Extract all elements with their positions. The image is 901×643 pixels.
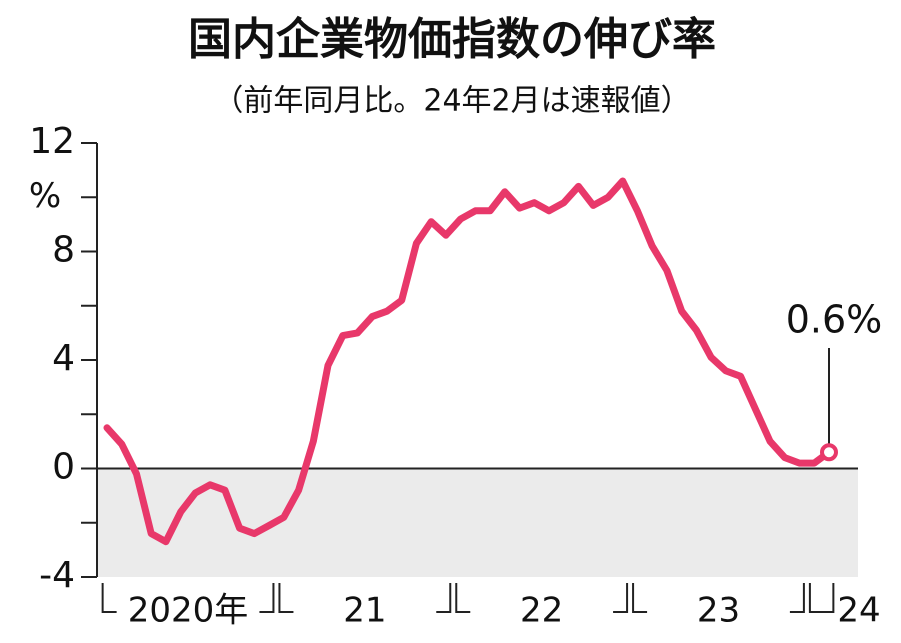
chart-subtitle: （前年同月比。24年2月は速報値） — [213, 84, 690, 119]
y-tick-label: 8 — [52, 230, 75, 271]
year-bracket — [808, 583, 835, 613]
data-line — [103, 177, 833, 546]
x-tick-label: 24 — [837, 591, 880, 631]
x-tick-label: 21 — [343, 591, 386, 631]
year-bracket — [101, 583, 275, 613]
x-tick-label: 22 — [520, 591, 563, 631]
chart-title: 国内企業物価指数の伸び率 — [188, 14, 716, 65]
year-bracket — [278, 583, 452, 613]
x-tick-label: 23 — [697, 591, 740, 631]
y-tick-label: 4 — [52, 338, 75, 379]
x-tick-label: 2020年 — [128, 591, 249, 631]
year-bracket — [455, 583, 629, 613]
year-bracket — [632, 583, 805, 613]
y-tick-label: 0 — [52, 447, 75, 488]
annotation: 0.6% — [786, 298, 883, 342]
y-tick-label: -4 — [39, 555, 75, 596]
last-point — [820, 443, 838, 462]
y-tick-label: 12 — [29, 121, 75, 162]
y-unit: % — [29, 176, 61, 216]
